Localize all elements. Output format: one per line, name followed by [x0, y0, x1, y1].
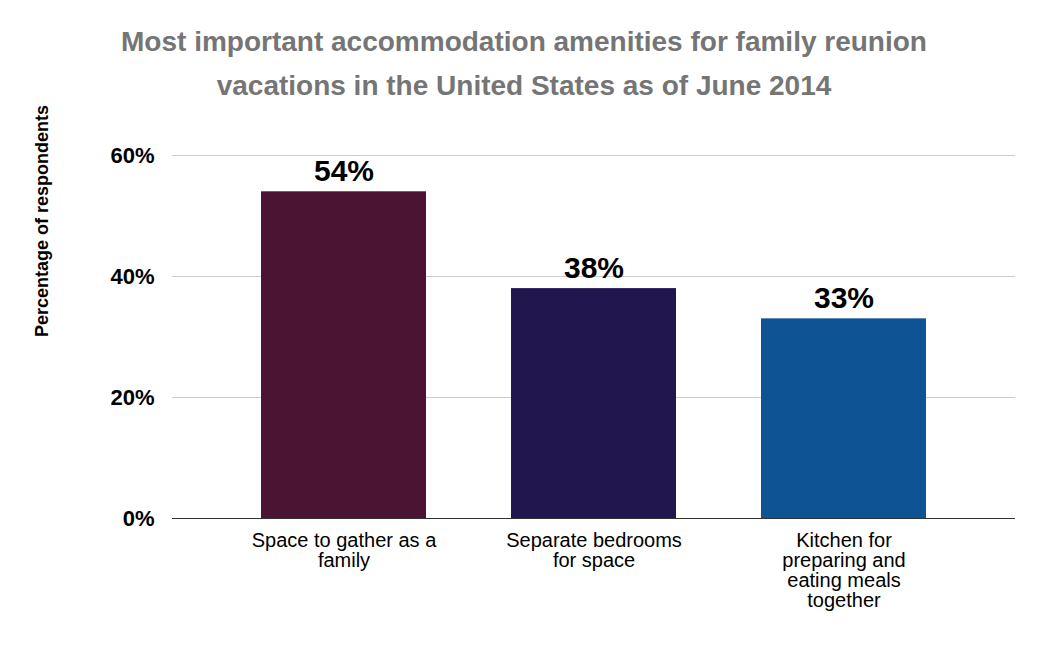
- svg-text:40%: 40%: [110, 264, 154, 289]
- svg-text:0%: 0%: [123, 506, 155, 531]
- svg-text:54%: 54%: [314, 154, 374, 187]
- svg-text:Space to gather as afamily: Space to gather as afamily: [252, 529, 437, 571]
- svg-text:Kitchen forpreparing andeating: Kitchen forpreparing andeating mealstoge…: [782, 529, 905, 611]
- svg-text:Percentage of respondents: Percentage of respondents: [32, 105, 52, 337]
- svg-text:38%: 38%: [564, 251, 624, 284]
- svg-text:Separate bedroomsfor space: Separate bedroomsfor space: [506, 529, 682, 571]
- html-text:Most important accommodation a: Most important accommodation amenities f…: [121, 26, 927, 101]
- svg-text:60%: 60%: [110, 143, 154, 168]
- svg-text:33%: 33%: [814, 281, 874, 314]
- svg-text:20%: 20%: [110, 385, 154, 410]
